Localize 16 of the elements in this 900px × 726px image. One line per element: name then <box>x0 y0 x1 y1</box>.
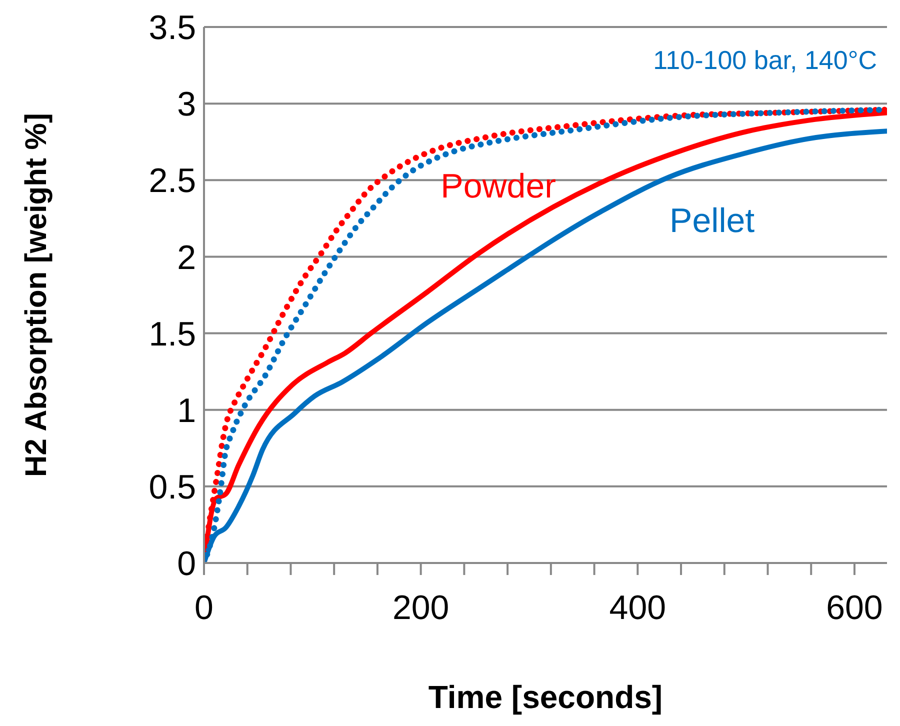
x-axis-title: Time [seconds] <box>428 679 663 715</box>
y-tick-label: 0 <box>177 545 196 584</box>
series-label: Pellet <box>670 202 756 240</box>
y-tick-label: 0.5 <box>148 468 196 506</box>
annotation: 110-100 bar, 140°C <box>653 45 877 75</box>
x-tick-label: 400 <box>609 589 666 628</box>
y-tick-label: 3 <box>177 86 196 124</box>
y-tick-label: 2 <box>177 238 196 277</box>
y-tick-label: 1 <box>177 392 196 430</box>
y-tick-label: 3.5 <box>148 9 196 48</box>
x-tick-label: 200 <box>392 589 450 628</box>
y-axis-title: H2 Absorption [weight %] <box>20 113 53 477</box>
y-tick-label: 1.5 <box>148 315 196 354</box>
y-tick-label: 2.5 <box>148 162 196 200</box>
series-label: Powder <box>440 168 556 206</box>
x-tick-label: 600 <box>826 589 883 628</box>
